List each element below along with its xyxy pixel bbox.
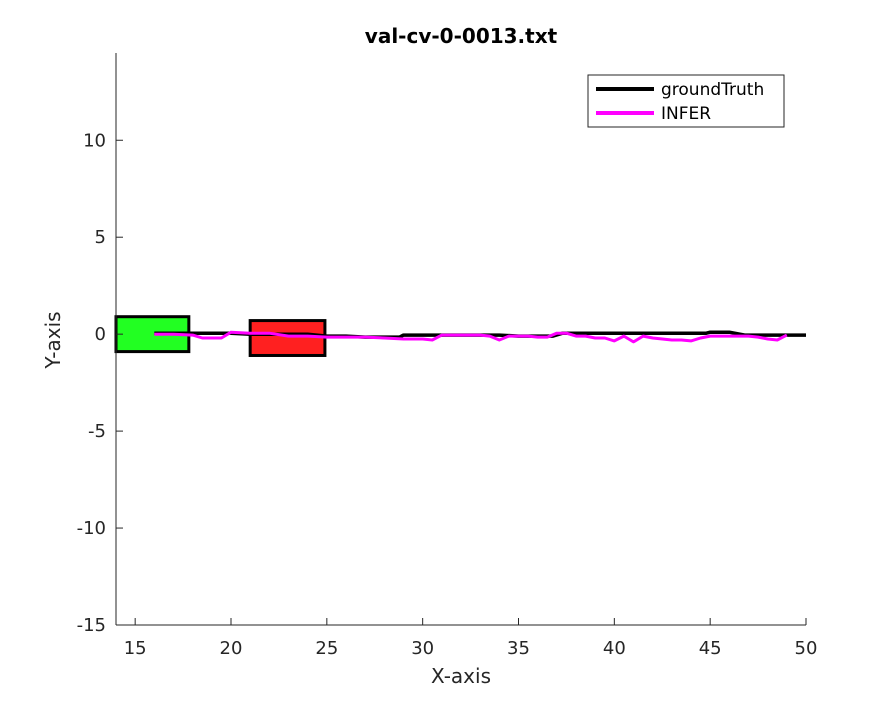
- y-tick-label: -5: [88, 421, 106, 442]
- y-tick-label: -15: [77, 615, 106, 636]
- legend-box: [587, 74, 785, 128]
- legend-label-groundtruth: groundTruth: [661, 80, 764, 100]
- y-tick-label: 0: [95, 324, 106, 345]
- y-axis-label: Y-axis: [41, 311, 65, 369]
- x-tick-label: 25: [315, 638, 338, 659]
- y-tick-label: 10: [83, 130, 106, 151]
- x-tick-label: 30: [411, 638, 434, 659]
- end-box: [248, 319, 327, 357]
- x-tick-label: 20: [220, 638, 243, 659]
- legend-label-infer: INFER: [661, 104, 711, 124]
- x-ticks: 15 20 25 30 35 40 45 50: [124, 618, 818, 659]
- chart-title: val-cv-0-0013.txt: [365, 24, 558, 48]
- x-tick-label: 40: [603, 638, 626, 659]
- x-tick-label: 50: [795, 638, 818, 659]
- series-line-infer: [154, 330, 788, 344]
- x-axis-label: X-axis: [431, 664, 491, 688]
- x-tick-label: 35: [507, 638, 530, 659]
- series-layer: [154, 330, 806, 344]
- y-tick-label: -10: [77, 518, 106, 539]
- x-tick-label: 45: [699, 638, 722, 659]
- y-ticks: -15 -10 -5 0 5 10: [77, 130, 123, 636]
- y-tick-label: 5: [95, 227, 106, 248]
- legend: groundTruth INFER: [587, 74, 785, 128]
- x-tick-label: 15: [124, 638, 147, 659]
